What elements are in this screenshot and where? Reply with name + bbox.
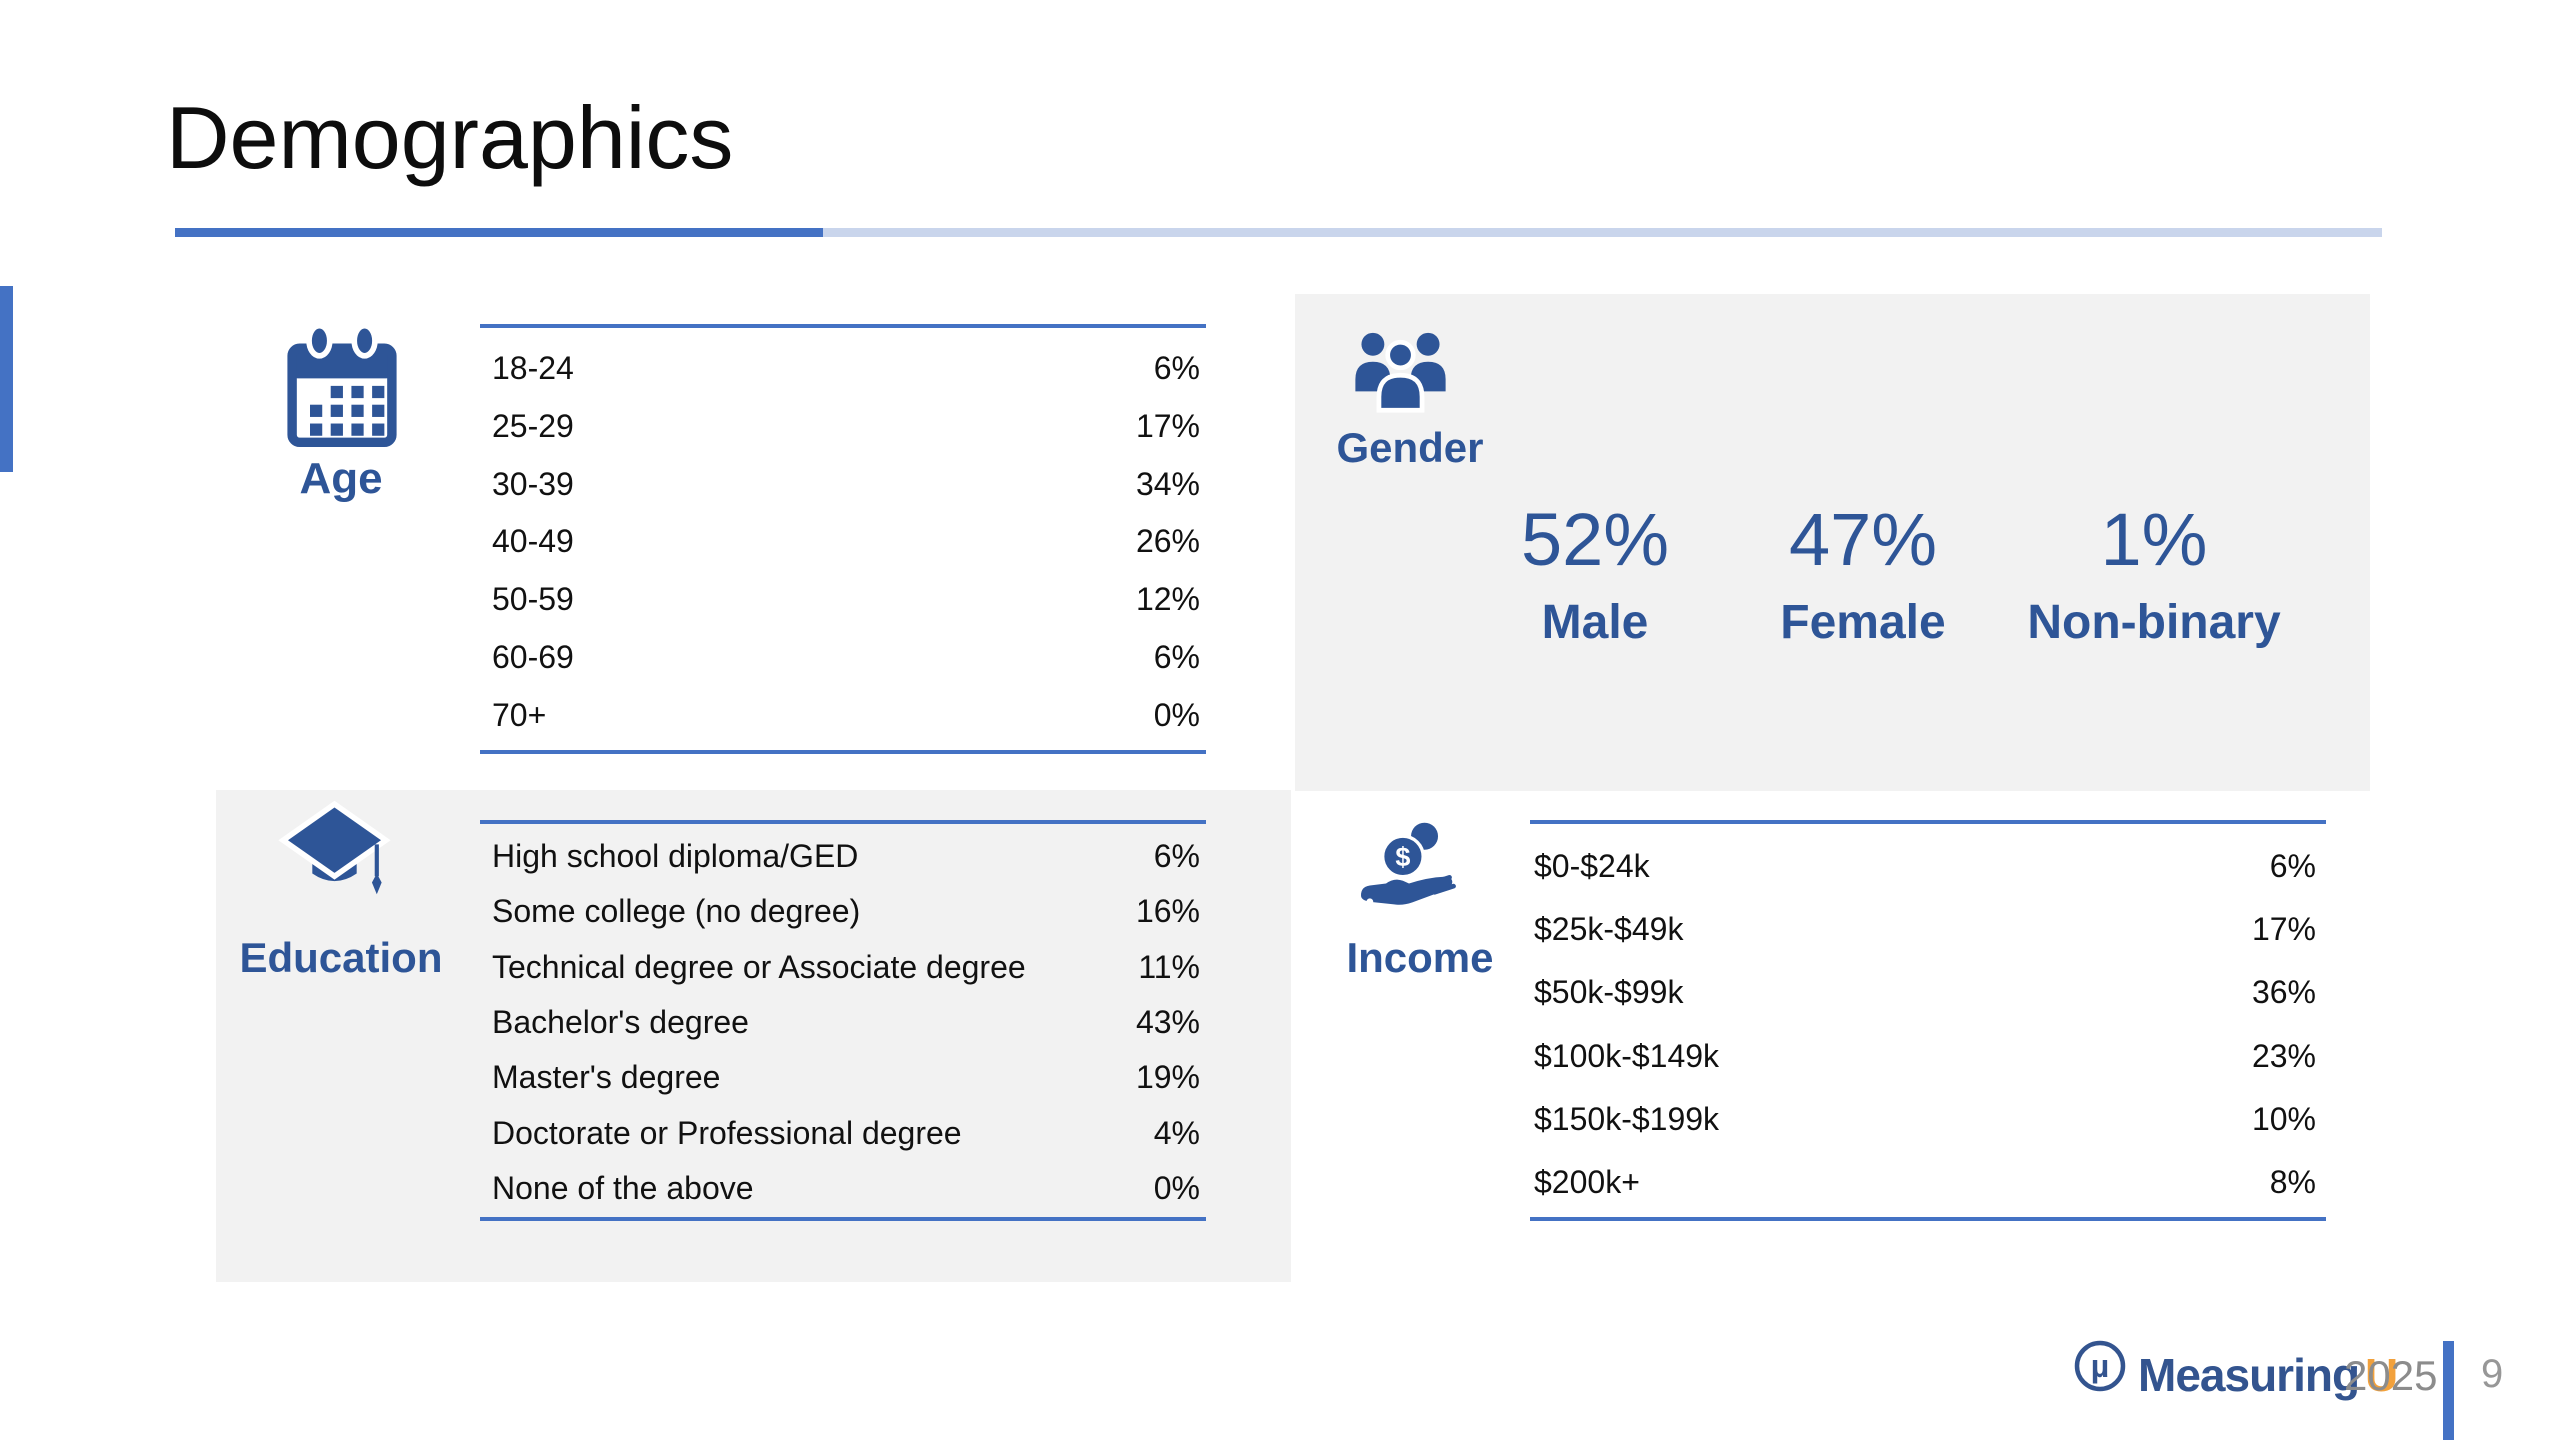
income-table: $0-$24k 6% $25k-$49k 17% $50k-$99k 36% $100… (1530, 820, 2326, 1221)
row-label: Some college (no degree) (492, 893, 861, 930)
stat-label: Female (1780, 596, 1946, 649)
page-number-divider (2443, 1341, 2454, 1440)
table-row: $0-$24k 6% (1530, 848, 2326, 885)
row-label: $150k-$199k (1534, 1100, 1720, 1137)
row-label: $100k-$149k (1534, 1037, 1720, 1074)
row-label: None of the above (492, 1169, 754, 1206)
income-section-label: Income (1346, 934, 1494, 981)
page-number: 9 (2481, 1352, 2504, 1396)
row-value: 23% (2251, 1037, 2316, 1074)
gender-section-label: Gender (1336, 424, 1484, 471)
row-label: 50-59 (492, 581, 574, 618)
row-value: 43% (1135, 1003, 1200, 1040)
row-label: 40-49 (492, 523, 574, 560)
row-value: 0% (1153, 1169, 1200, 1206)
row-value: 0% (1153, 696, 1200, 733)
age-table: 18-24 6% 25-29 17% 30-39 34% 40-49 26% 50-59… (480, 324, 1206, 754)
table-row: High school diploma/GED 6% (480, 838, 1206, 875)
table-row: $200k+ 8% (1530, 1164, 2326, 1201)
row-value: 6% (2269, 848, 2316, 884)
table-row: $50k-$99k 36% (1530, 974, 2326, 1011)
row-value: 10% (2251, 1100, 2316, 1137)
education-table: High school diploma/GED 6% Some college (… (480, 820, 1206, 1221)
row-value: 6% (1153, 350, 1200, 386)
education-section-background (216, 790, 1291, 1282)
table-row: 50-59 12% (480, 581, 1206, 618)
brand-accent: U (2365, 1349, 2398, 1401)
table-row: 25-29 17% (480, 408, 1206, 445)
stat-value: 1% (2100, 498, 2208, 581)
measuringu-logo-icon: µ (2072, 1338, 2128, 1399)
stat-label: Male (1541, 596, 1649, 649)
row-value: 6% (1153, 838, 1200, 874)
education-section-label: Education (239, 934, 443, 981)
coin-dollar-glyph: $ (1395, 842, 1410, 872)
table-row: Doctorate or Professional degree 4% (480, 1115, 1206, 1152)
row-label: 70+ (492, 696, 547, 733)
table-row: 70+ 0% (480, 697, 1206, 734)
row-label: 18-24 (492, 350, 574, 386)
row-label: $0-$24k (1534, 848, 1650, 884)
row-label: 25-29 (492, 407, 574, 444)
table-row: $25k-$49k 17% (1530, 911, 2326, 948)
people-icon (1350, 324, 1451, 418)
table-row: $150k-$199k 10% (1530, 1101, 2326, 1138)
row-value: 16% (1135, 893, 1200, 930)
calendar-icon (286, 320, 398, 453)
table-row: 60-69 6% (480, 639, 1206, 676)
row-label: Doctorate or Professional degree (492, 1114, 962, 1151)
age-section-label: Age (299, 454, 383, 503)
row-value: 19% (1135, 1059, 1200, 1096)
gender-stat-male: 52% Male (1500, 503, 1690, 650)
title-underline (175, 228, 2382, 237)
graduation-cap-icon (278, 800, 391, 909)
table-row: Master's degree 19% (480, 1059, 1206, 1096)
row-value: 26% (1135, 523, 1200, 560)
row-value: 12% (1135, 581, 1200, 618)
row-label: 30-39 (492, 465, 574, 502)
row-value: 6% (1153, 639, 1200, 676)
stat-value: 52% (1520, 498, 1670, 581)
row-value: 11% (1138, 948, 1200, 985)
title-underline-dark-segment (175, 228, 823, 237)
row-label: $200k+ (1534, 1163, 1640, 1200)
gender-stat-female: 47% Female (1768, 503, 1958, 650)
table-row: Some college (no degree) 16% (480, 893, 1206, 930)
table-row: None of the above 0% (480, 1170, 1206, 1207)
table-row: 30-39 34% (480, 466, 1206, 503)
row-value: 8% (2269, 1163, 2316, 1200)
row-label: 60-69 (492, 639, 574, 676)
row-value: 36% (2251, 974, 2316, 1011)
brand-primary: Measuring (2138, 1349, 2360, 1401)
brand-wordmark: Measuring U (2138, 1348, 2398, 1402)
row-value: 34% (1135, 465, 1200, 502)
page-title: Demographics (166, 88, 734, 187)
row-value: 17% (1135, 407, 1200, 444)
row-label: Technical degree or Associate degree (492, 948, 1026, 985)
row-label: $25k-$49k (1534, 911, 1684, 948)
row-label: Master's degree (492, 1059, 721, 1096)
table-row: Bachelor's degree 43% (480, 1004, 1206, 1041)
table-row: $100k-$149k 23% (1530, 1038, 2326, 1075)
table-row: 40-49 26% (480, 523, 1206, 560)
left-accent-bar (0, 286, 13, 472)
stat-label: Non-binary (2027, 596, 2281, 649)
table-row: Technical degree or Associate degree 11% (480, 949, 1206, 986)
row-label: Bachelor's degree (492, 1003, 749, 1040)
mu-glyph: µ (2091, 1348, 2109, 1384)
table-row: 18-24 6% (480, 350, 1206, 387)
row-label: $50k-$99k (1534, 974, 1684, 1011)
gender-stat-nonbinary: 1% Non-binary (2018, 503, 2290, 650)
row-value: 4% (1153, 1114, 1200, 1151)
money-hand-icon: $ (1358, 818, 1460, 931)
footer-year: 2025 (2344, 1352, 2438, 1399)
gender-section-background (1295, 294, 2370, 791)
row-label: High school diploma/GED (492, 838, 859, 874)
stat-value: 47% (1788, 498, 1938, 581)
row-value: 17% (2251, 911, 2316, 948)
